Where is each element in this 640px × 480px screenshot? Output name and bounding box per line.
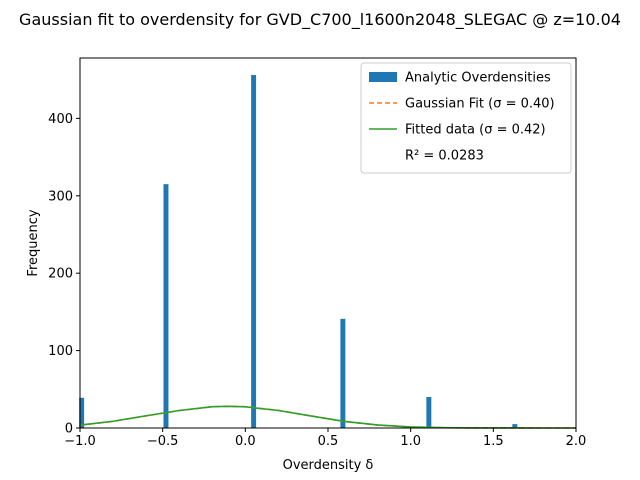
histogram-bar [426,397,432,428]
legend-item-label: R² = 0.0283 [405,149,484,164]
x-tick-label: 2.0 [566,434,587,449]
histogram-bar [79,397,85,428]
legend: Analytic Overdensities Gaussian Fit (σ = … [360,62,572,174]
x-tick-label: −1.0 [64,434,96,449]
y-tick-label: 0 [65,422,73,437]
y-tick-label: 400 [48,112,73,127]
histogram-bar [163,184,169,428]
y-tick-label: 200 [48,267,73,282]
x-tick-label: 0.5 [318,434,339,449]
legend-item-label: Analytic Overdensities [405,71,551,86]
y-axis-label: Frequency [26,209,41,276]
x-tick-label: 1.5 [483,434,504,449]
plot-area [79,75,518,428]
x-tick-label: −0.5 [147,434,179,449]
legend-item-label: Fitted data (σ = 0.42) [405,123,546,138]
fitted-data-line [79,405,576,429]
legend-box [360,62,572,174]
y-tick-label: 300 [48,189,73,204]
histogram-bar [340,318,346,428]
y-tick-label: 100 [48,344,73,359]
chart-title: Gaussian fit to overdensity for GVD_C700… [19,10,621,30]
x-axis: −1.0 −0.5 0.0 0.5 1.0 1.5 2.0 [64,428,586,449]
x-tick-label: 0.0 [235,434,256,449]
fit-curves [79,405,576,429]
histogram-bar [512,424,518,428]
x-tick-label: 1.0 [400,434,421,449]
x-axis-label: Overdensity δ [283,458,374,473]
gaussian-fit-line [79,405,576,429]
legend-swatch-histogram [369,72,397,82]
y-axis: 0 100 200 300 400 [48,112,80,437]
histogram-bar [251,75,257,428]
legend-item-label: Gaussian Fit (σ = 0.40) [405,97,555,112]
